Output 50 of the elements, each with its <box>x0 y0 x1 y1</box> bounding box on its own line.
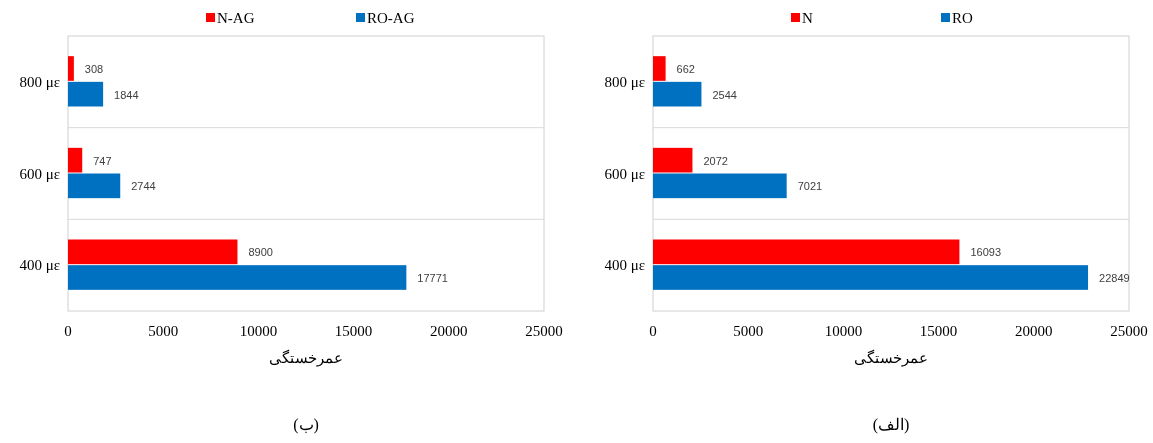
y-tick-label: 800 με <box>19 74 60 91</box>
legend-label: N <box>802 10 813 27</box>
data-label: 747 <box>93 154 112 167</box>
x-tick-label: 5000 <box>733 323 764 339</box>
x-tick-label: 25000 <box>1110 323 1148 339</box>
text: (الف) <box>872 416 910 434</box>
x-axis-title: عمرخستگی <box>854 349 928 367</box>
bar <box>68 173 121 199</box>
bar <box>68 56 74 81</box>
data-label: 2544 <box>712 88 737 101</box>
bar <box>653 147 693 173</box>
text: (ب) <box>293 416 319 434</box>
x-tick-label: 20000 <box>1015 323 1053 339</box>
x-tick-label: 25000 <box>525 323 563 339</box>
data-label: 16093 <box>970 246 1001 259</box>
data-label: 22849 <box>1099 271 1130 284</box>
y-tick-label: 400 με <box>604 257 645 274</box>
x-axis-title: عمرخستگی <box>269 349 343 367</box>
legend-label: N-AG <box>217 10 255 27</box>
bar <box>653 81 702 107</box>
bar <box>653 265 1089 290</box>
data-label: 308 <box>84 62 104 75</box>
y-tick-label: 600 με <box>19 165 60 182</box>
x-tick-label: 10000 <box>239 323 278 339</box>
bar <box>653 173 787 199</box>
data-label: 2072 <box>703 154 728 167</box>
x-tick-label: 10000 <box>824 323 863 339</box>
x-tick-label: 15000 <box>334 323 373 339</box>
data-label: 8900 <box>248 246 273 259</box>
y-tick-label: 600 με <box>604 165 645 182</box>
bar <box>653 239 960 265</box>
bar <box>68 239 238 265</box>
y-tick-label: 800 με <box>604 74 645 91</box>
data-label: 662 <box>676 62 695 75</box>
y-tick-label: 400 με <box>19 257 60 274</box>
data-label: 1844 <box>114 88 139 101</box>
bar <box>68 265 407 290</box>
data-label: 17771 <box>417 271 448 284</box>
bar <box>68 147 83 173</box>
bar <box>653 56 666 81</box>
bar <box>68 81 104 107</box>
x-tick-label: 0 <box>64 323 72 339</box>
data-label: 2744 <box>131 180 156 193</box>
x-tick-label: 20000 <box>430 323 468 339</box>
x-tick-label: 0 <box>649 323 657 339</box>
legend-label: RO <box>952 10 973 27</box>
x-tick-label: 5000 <box>148 323 179 339</box>
data-label: 7021 <box>797 180 823 193</box>
legend-label: RO-AG <box>367 10 415 27</box>
x-tick-label: 15000 <box>919 323 958 339</box>
